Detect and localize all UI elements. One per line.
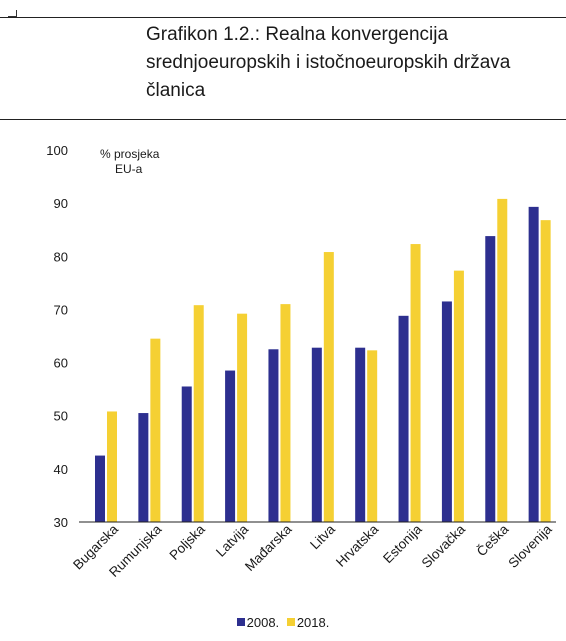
y-tick-label: 60 bbox=[54, 356, 68, 371]
bar-2008 bbox=[485, 236, 496, 522]
bar-2008 bbox=[268, 349, 279, 522]
bars bbox=[95, 198, 551, 523]
legend-item-2018: 2018. bbox=[286, 614, 330, 630]
y-axis-label-line-1: % prosjeka bbox=[100, 147, 160, 161]
y-tick-label: 30 bbox=[54, 515, 68, 530]
y-tick-label: 100 bbox=[46, 143, 68, 158]
y-axis-label-line-2: EU-a bbox=[115, 162, 143, 176]
legend-swatch-2018 bbox=[286, 618, 295, 626]
y-tick-label: 40 bbox=[54, 462, 68, 477]
bar-2018 bbox=[107, 411, 117, 522]
x-tick-label: Slovenija bbox=[505, 521, 555, 571]
y-tick-label: 90 bbox=[54, 196, 68, 211]
title-top-rule bbox=[0, 17, 566, 18]
bar-2008 bbox=[138, 413, 149, 522]
bar-2018 bbox=[410, 244, 421, 522]
bar-2018 bbox=[453, 270, 464, 522]
legend-label-2008: 2008. bbox=[246, 614, 280, 630]
legend: 2008. 2018. bbox=[0, 614, 566, 630]
bar-2008 bbox=[311, 347, 322, 522]
x-tick-label: Litva bbox=[307, 521, 338, 552]
x-tick-label: Češka bbox=[474, 521, 512, 559]
y-axis: 30 40 50 60 70 80 90 100 bbox=[46, 143, 68, 530]
y-tick-label: 80 bbox=[54, 249, 68, 264]
bar-2008 bbox=[355, 347, 366, 522]
title-bottom-rule bbox=[0, 119, 566, 120]
bar-2008 bbox=[398, 315, 409, 522]
corner-mark bbox=[8, 10, 17, 17]
bar-2008 bbox=[181, 386, 192, 522]
bar-2008 bbox=[95, 455, 105, 522]
bar-2018 bbox=[367, 350, 378, 522]
x-tick-label: Poljska bbox=[166, 521, 208, 563]
bar-2008 bbox=[441, 301, 452, 522]
bar-2018 bbox=[193, 305, 204, 522]
x-tick-label: Slovačka bbox=[419, 521, 469, 571]
bar-2008 bbox=[225, 370, 236, 522]
bar-2018 bbox=[237, 313, 248, 522]
bar-2018 bbox=[280, 304, 291, 522]
legend-swatch-2008 bbox=[236, 618, 245, 626]
bar-2018 bbox=[323, 252, 334, 522]
bar-2018 bbox=[150, 338, 161, 522]
x-tick-label: Latvija bbox=[213, 521, 252, 560]
bar-2018 bbox=[540, 220, 551, 523]
chart-title: Grafikon 1.2.: Realna konvergencija sred… bbox=[146, 24, 511, 101]
bar-2008 bbox=[528, 206, 539, 522]
x-tick-label: Mađarska bbox=[242, 521, 295, 574]
legend-label-2018: 2018. bbox=[296, 614, 330, 630]
x-tick-label: Hrvatska bbox=[333, 521, 382, 570]
y-tick-label: 70 bbox=[54, 302, 68, 317]
y-tick-label: 50 bbox=[54, 409, 68, 424]
bar-2018 bbox=[497, 198, 508, 523]
legend-item-2008: 2008. bbox=[236, 614, 280, 630]
